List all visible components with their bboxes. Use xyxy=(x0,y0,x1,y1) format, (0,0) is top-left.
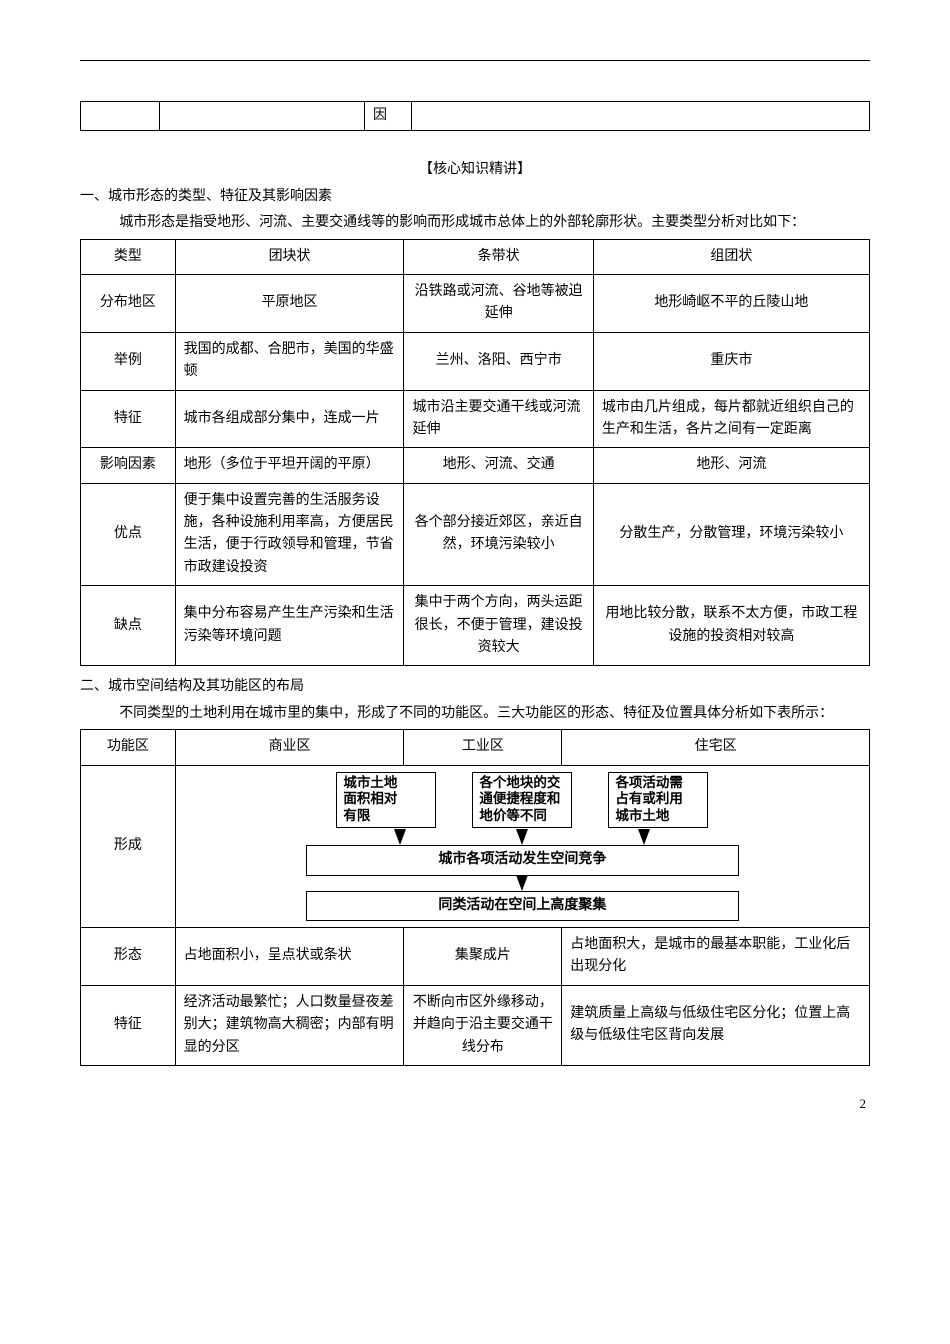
table-cell: 类型 xyxy=(81,239,176,274)
heading-2: 二、城市空间结构及其功能区的布局 xyxy=(80,676,870,698)
diagram-mid-box: 城市各项活动发生空间竞争 xyxy=(306,845,739,875)
diagram-box-1: 城市土地面积相对有限 xyxy=(336,772,436,829)
t2-shape-c3: 集聚成片 xyxy=(404,928,562,986)
table-cell: 分散生产，分散管理，环境污染较小 xyxy=(593,483,869,586)
t2-diagram-cell: 城市土地面积相对有限 各个地块的交通便捷程度和地价等不同 各项活动需占有或利用城… xyxy=(175,765,869,927)
table-row: 优点便于集中设置完善的生活服务设施，各种设施利用率高，方便居民生活，便于行政领导… xyxy=(81,483,870,586)
table-cell: 集中分布容易产生生产污染和生活污染等环境问题 xyxy=(175,586,404,666)
t2-h3: 工业区 xyxy=(404,730,562,765)
table-cell: 条带状 xyxy=(404,239,593,274)
table2-feature-row: 特征 经济活动最繁忙；人口数量昼夜差别大；建筑物高大稠密；内部有明显的分区 不断… xyxy=(81,985,870,1065)
table-row: 缺点集中分布容易产生生产污染和生活污染等环境问题集中于两个方向，两头运距很长，不… xyxy=(81,586,870,666)
diagram-box-2: 各个地块的交通便捷程度和地价等不同 xyxy=(472,772,572,829)
table-cell: 便于集中设置完善的生活服务设施，各种设施利用率高，方便居民生活，便于行政领导和管… xyxy=(175,483,404,586)
table-cell: 地形（多位于平坦开阔的平原） xyxy=(175,448,404,483)
paragraph-2: 不同类型的土地利用在城市里的集中，形成了不同的功能区。三大功能区的形态、特征及位… xyxy=(80,703,870,725)
fragment-cell-1 xyxy=(81,102,160,131)
t2-shape-label: 形态 xyxy=(81,928,176,986)
table-cell: 分布地区 xyxy=(81,274,176,332)
functional-area-table: 功能区 商业区 工业区 住宅区 形成 城市土地面积相对有限 各个地块的交通便捷程… xyxy=(80,729,870,1066)
arrow-down-icon xyxy=(638,829,650,845)
table-cell: 兰州、洛阳、西宁市 xyxy=(404,332,593,390)
table-cell: 用地比较分散，联系不太方便，市政工程设施的投资相对较高 xyxy=(593,586,869,666)
top-horizontal-rule xyxy=(80,60,870,61)
table-cell: 缺点 xyxy=(81,586,176,666)
arrow-down-icon xyxy=(516,829,528,845)
table-cell: 特征 xyxy=(81,390,176,448)
diagram-box-3: 各项活动需占有或利用城市土地 xyxy=(608,772,708,829)
t2-feature-c4: 建筑质量上高级与低级住宅区分化；位置上高级与低级住宅区背向发展 xyxy=(562,985,870,1065)
table-cell: 平原地区 xyxy=(175,274,404,332)
diagram-bottom-box: 同类活动在空间上高度聚集 xyxy=(306,891,739,921)
fragment-table: 因 xyxy=(80,101,870,131)
t2-h4: 住宅区 xyxy=(562,730,870,765)
table-row: 举例我国的成都、合肥市，美国的华盛顿兰州、洛阳、西宁市重庆市 xyxy=(81,332,870,390)
city-form-table: 类型团块状条带状组团状分布地区平原地区沿铁路或河流、谷地等被迫延伸地形崎岖不平的… xyxy=(80,239,870,667)
heading-1: 一、城市形态的类型、特征及其影响因素 xyxy=(80,186,870,208)
section-title: 【核心知识精讲】 xyxy=(80,159,870,181)
table-cell: 地形崎岖不平的丘陵山地 xyxy=(593,274,869,332)
table-cell: 沿铁路或河流、谷地等被迫延伸 xyxy=(404,274,593,332)
table-cell: 地形、河流、交通 xyxy=(404,448,593,483)
fragment-cell-2 xyxy=(159,102,364,131)
table-cell: 我国的成都、合肥市，美国的华盛顿 xyxy=(175,332,404,390)
table2-shape-row: 形态 占地面积小，呈点状或条状 集聚成片 占地面积大，是城市的最基本职能，工业化… xyxy=(81,928,870,986)
t2-shape-c2: 占地面积小，呈点状或条状 xyxy=(175,928,404,986)
table-row: 类型团块状条带状组团状 xyxy=(81,239,870,274)
t2-formation-label: 形成 xyxy=(81,765,176,927)
table2-header-row: 功能区 商业区 工业区 住宅区 xyxy=(81,730,870,765)
paragraph-1: 城市形态是指受地形、河流、主要交通线等的影响而形成城市总体上的外部轮廓形状。主要… xyxy=(80,212,870,234)
fragment-cell-3: 因 xyxy=(365,102,412,131)
t2-feature-c2: 经济活动最繁忙；人口数量昼夜差别大；建筑物高大稠密；内部有明显的分区 xyxy=(175,985,404,1065)
t2-feature-c3: 不断向市区外缘移动，并趋向于沿主要交通干线分布 xyxy=(404,985,562,1065)
table-cell: 城市沿主要交通干线或河流延伸 xyxy=(404,390,593,448)
table-row: 分布地区平原地区沿铁路或河流、谷地等被迫延伸地形崎岖不平的丘陵山地 xyxy=(81,274,870,332)
arrow-down-icon xyxy=(516,875,528,891)
table-cell: 各个部分接近郊区，亲近自然，环境污染较小 xyxy=(404,483,593,586)
page-number: 2 xyxy=(80,1094,870,1115)
formation-diagram: 城市土地面积相对有限 各个地块的交通便捷程度和地价等不同 各项活动需占有或利用城… xyxy=(184,772,861,921)
t2-h2: 商业区 xyxy=(175,730,404,765)
table-cell: 举例 xyxy=(81,332,176,390)
table-cell: 组团状 xyxy=(593,239,869,274)
fragment-cell-4 xyxy=(412,102,870,131)
t2-h1: 功能区 xyxy=(81,730,176,765)
t2-feature-label: 特征 xyxy=(81,985,176,1065)
table-row: 特征城市各组成部分集中，连成一片城市沿主要交通干线或河流延伸城市由几片组成，每片… xyxy=(81,390,870,448)
table-cell: 优点 xyxy=(81,483,176,586)
table-cell: 集中于两个方向，两头运距很长，不便于管理，建设投资较大 xyxy=(404,586,593,666)
t2-shape-c4: 占地面积大，是城市的最基本职能，工业化后出现分化 xyxy=(562,928,870,986)
table-cell: 重庆市 xyxy=(593,332,869,390)
table-row: 影响因素地形（多位于平坦开阔的平原）地形、河流、交通地形、河流 xyxy=(81,448,870,483)
table-cell: 城市由几片组成，每片都就近组织自己的生产和生活，各片之间有一定距离 xyxy=(593,390,869,448)
table-cell: 团块状 xyxy=(175,239,404,274)
table-cell: 影响因素 xyxy=(81,448,176,483)
table-cell: 地形、河流 xyxy=(593,448,869,483)
table2-formation-row: 形成 城市土地面积相对有限 各个地块的交通便捷程度和地价等不同 各项活动需占有或… xyxy=(81,765,870,927)
arrow-down-icon xyxy=(394,829,406,845)
table-cell: 城市各组成部分集中，连成一片 xyxy=(175,390,404,448)
